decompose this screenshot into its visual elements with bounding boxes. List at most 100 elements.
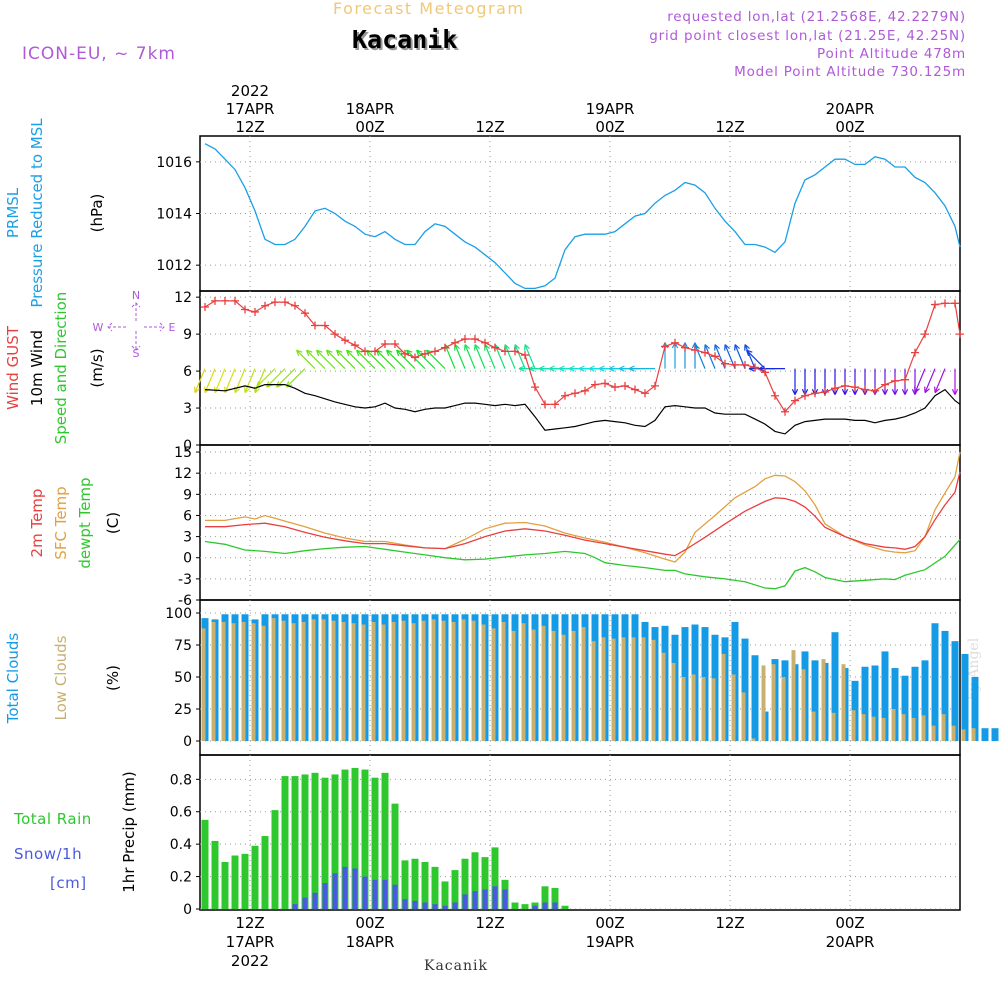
- low-cloud-bar: [311, 619, 316, 741]
- precip-panel: 0 0.2 0.4 0.6 0.8: [170, 754, 961, 918]
- wind-gust-marker: [956, 330, 964, 339]
- bottom-time-label: 19APR: [586, 933, 635, 951]
- wind-gust-marker: [241, 305, 249, 314]
- rain-bar: [301, 774, 309, 909]
- wind-unit-label: (m/s): [88, 348, 106, 387]
- wind-gust-marker: [751, 363, 759, 372]
- rain-bar: [481, 857, 489, 909]
- rain-bar: [441, 881, 449, 909]
- low-cloud-bar: [511, 630, 516, 741]
- low-cloud-bar: [961, 729, 966, 741]
- low-cloud-bar: [611, 638, 616, 741]
- pressure-line: [204, 143, 961, 290]
- low-cloud-bar: [871, 716, 876, 741]
- wind-ytick-label: 6: [183, 364, 192, 380]
- compass-e: E: [169, 321, 176, 334]
- wind-gust-marker: [361, 347, 369, 356]
- snow-bar: [492, 886, 498, 909]
- low-cloud-bar: [861, 714, 866, 741]
- bottom-time-label: 20APR: [826, 933, 875, 951]
- wind-direction-arrow: [386, 349, 406, 370]
- low-cloud-bar: [671, 662, 676, 741]
- wind-direction-arrow: [714, 344, 726, 369]
- wind-gust-marker: [271, 298, 279, 307]
- low-cloud-bar: [491, 628, 496, 741]
- low-cloud-bar: [411, 623, 416, 741]
- wind-direction-arrow: [306, 349, 326, 370]
- rain-bar: [491, 847, 499, 909]
- rain-bar: [231, 855, 239, 909]
- top-time-label: 00Z: [595, 118, 624, 136]
- wind-10m-line: [204, 384, 961, 435]
- wind-gust-marker: [211, 296, 219, 305]
- snow-bar: [332, 873, 338, 909]
- wind-gust-marker: [451, 338, 459, 347]
- temp-ytick-label: 6: [183, 508, 192, 524]
- rain-bar: [371, 777, 379, 909]
- wind-direction-arrow: [464, 344, 476, 369]
- total-cloud-bar: [941, 630, 949, 741]
- wind-direction-arrow: [316, 349, 336, 370]
- wind-gust-marker: [301, 309, 309, 318]
- wind-gust-marker: [631, 385, 639, 394]
- temp-unit-label: (C): [104, 512, 122, 534]
- rain-bar: [451, 870, 459, 909]
- low-cloud-bar: [641, 637, 646, 741]
- wind-ytick-label: 0: [183, 438, 192, 454]
- wind-direction-arrow: [366, 349, 386, 370]
- wind-gust-marker: [501, 347, 509, 356]
- low-cloud-bar: [321, 619, 326, 741]
- top-time-label: 00Z: [355, 118, 384, 136]
- total-cloud-bar: [811, 660, 819, 741]
- low-cloud-bar: [271, 618, 276, 741]
- wind-direction-arrow: [914, 368, 926, 394]
- wind-gust-marker: [911, 348, 919, 357]
- snow-bar: [302, 897, 308, 909]
- low-cloud-bar: [661, 652, 666, 741]
- wind-gust-marker: [371, 347, 379, 356]
- snow-bar: [472, 891, 478, 909]
- wind-gust-marker: [871, 386, 879, 395]
- top-time-label: 00Z: [835, 118, 864, 136]
- low-cloud-bar: [431, 619, 436, 741]
- clouds-ytick-label: 0: [183, 734, 192, 750]
- wind-direction-arrow: [234, 368, 246, 394]
- pressure-ytick-label: 1016: [156, 155, 192, 171]
- compass-n: N: [132, 289, 140, 302]
- total-cloud-bar: [751, 655, 759, 741]
- wind-gust-marker: [611, 383, 619, 392]
- low-cloud-bar: [351, 623, 356, 741]
- snow-unit-label: [cm]: [50, 874, 87, 892]
- wind-direction-arrow: [244, 368, 256, 394]
- low-cloud-bar: [361, 624, 366, 741]
- low-cloud-bar: [501, 621, 506, 741]
- snow-bar: [312, 892, 318, 909]
- precip-unit-label: 1hr Precip (mm): [120, 771, 138, 892]
- wind-gust-marker: [701, 348, 709, 357]
- low-cloud-bar: [821, 659, 826, 741]
- wind-gust-marker: [811, 389, 819, 398]
- temp-panel: -6 -3 0 3 6 9 12 15: [174, 444, 961, 609]
- low-cloud-bar: [481, 624, 486, 741]
- wind-ytick-label: 3: [183, 401, 192, 417]
- wind-direction-arrow: [744, 344, 756, 369]
- wind-gust-marker: [731, 360, 739, 369]
- wind-gust-marker: [841, 381, 849, 390]
- low-cloud-bar: [921, 715, 926, 741]
- low-cloud-bar: [881, 717, 886, 741]
- low-cloud-bar: [601, 637, 606, 741]
- snow-bar: [382, 879, 388, 909]
- total-cloud-bar: [971, 677, 979, 741]
- total-cloud-bar: [991, 728, 999, 741]
- total-cloud-bar: [891, 668, 899, 741]
- compass-w: W: [93, 321, 104, 334]
- wind-gust-marker: [231, 296, 239, 305]
- low-cloud-bar: [471, 620, 476, 741]
- wind-gust-marker: [661, 342, 669, 351]
- low-cloud-bar: [331, 620, 336, 741]
- low-cloud-bar: [781, 677, 786, 741]
- snow-bar: [402, 899, 408, 909]
- low-cloud-bar: [581, 627, 586, 741]
- low-cloud-bar: [391, 621, 396, 741]
- wind-gust-marker: [521, 351, 529, 360]
